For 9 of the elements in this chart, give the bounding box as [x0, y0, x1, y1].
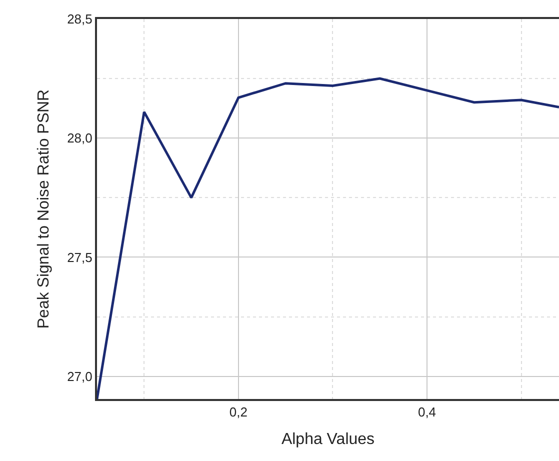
x-tick-label: 0,2 — [229, 404, 248, 420]
y-tick-label: 27,0 — [67, 368, 92, 384]
y-tick-label: 28,5 — [67, 12, 92, 27]
y-tick-label: 27,5 — [67, 250, 92, 265]
y-tick-label: 28,0 — [67, 130, 92, 146]
line-series — [97, 77, 559, 399]
y-axis-title: Peak Signal to Noise Ratio PSNR — [35, 89, 52, 329]
x-tick-label: 0,4 — [418, 404, 436, 420]
x-axis-title: Alpha Values — [281, 430, 375, 448]
